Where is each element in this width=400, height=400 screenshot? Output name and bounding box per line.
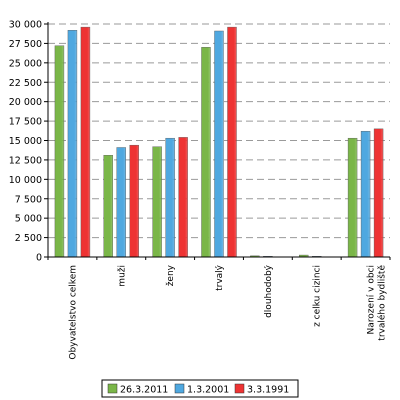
- legend-swatch: [174, 383, 185, 394]
- x-category-label-line: dlouhodobý: [264, 264, 274, 318]
- legend-label: 26.3.2011: [120, 385, 168, 396]
- x-category-label: dlouhodobý: [264, 264, 274, 318]
- bar-26.3.2011-0: [54, 45, 65, 258]
- y-tick-label: 17 500: [9, 117, 42, 128]
- x-category-label-line: ženy: [166, 264, 176, 286]
- bar-3.3.1991-6: [373, 128, 384, 258]
- y-tick-label: 7 500: [15, 194, 42, 205]
- bar-3.3.1991-3: [227, 26, 237, 258]
- x-category-label-line: trvalý: [215, 264, 225, 291]
- y-tick-label: 30 000: [9, 20, 42, 31]
- bar-26.3.2011-1: [103, 155, 113, 258]
- axes: [44, 22, 391, 260]
- bar-26.3.2011-2: [152, 146, 162, 258]
- x-category-label-line: Obyvatelstvo celkem: [68, 265, 78, 360]
- y-tick-label: 10 000: [9, 175, 42, 186]
- legend-swatch: [234, 383, 245, 394]
- bar-26.3.2011-6: [347, 137, 358, 258]
- x-category-label: Obyvatelstvo celkem: [68, 265, 78, 360]
- y-tick-label: 27 500: [9, 39, 42, 50]
- legend-box: [101, 379, 299, 398]
- x-category-label-line: z celku cizinci: [313, 265, 323, 327]
- x-category-label: Narození v obcitrvalého bydliště: [367, 265, 388, 341]
- x-category-label-line: muži: [117, 265, 127, 287]
- y-tick-label: 0: [36, 253, 42, 264]
- x-category-label: ženy: [166, 264, 176, 286]
- bar-1.3.2001-0: [67, 30, 78, 258]
- y-tick-label: 25 000: [9, 58, 42, 69]
- bar-3.3.1991-2: [178, 137, 188, 258]
- x-category-label: trvalý: [215, 264, 225, 291]
- bars: [54, 26, 384, 258]
- bar-1.3.2001-1: [116, 147, 126, 258]
- x-category-label: muži: [117, 265, 127, 287]
- y-tick-label: 12 500: [9, 155, 42, 166]
- y-tick-label: 22 500: [9, 78, 42, 89]
- y-tick-label: 2 500: [15, 233, 42, 244]
- legend: 26.3.2011 1.3.2001 3.3.1991: [101, 379, 299, 398]
- x-category-labels: Obyvatelstvo celkem muži ženy trvalý dlouhod…: [68, 264, 387, 359]
- legend-label: 1.3.2001: [187, 385, 229, 396]
- bar-3.3.1991-1: [129, 144, 139, 258]
- x-category-label-line: Narození v obci: [367, 265, 377, 334]
- bar-3.3.1991-0: [80, 26, 91, 258]
- bar-26.3.2011-3: [201, 47, 211, 258]
- bar-1.3.2001-3: [214, 30, 224, 258]
- y-tick-labels: 0 2 500 5 000 7 500 10 000 12 500 15 000 17 500…: [9, 20, 42, 264]
- legend-swatch: [107, 383, 118, 394]
- bar-1.3.2001-2: [165, 137, 175, 258]
- bar-1.3.2001-6: [360, 130, 371, 258]
- legend-label: 3.3.1991: [247, 385, 289, 396]
- x-category-label-line: trvalého bydliště: [377, 265, 388, 341]
- x-category-label: z celku cizinci: [313, 265, 323, 327]
- y-tick-label: 5 000: [15, 214, 42, 225]
- y-tick-label: 20 000: [9, 97, 42, 108]
- y-tick-label: 15 000: [9, 136, 42, 147]
